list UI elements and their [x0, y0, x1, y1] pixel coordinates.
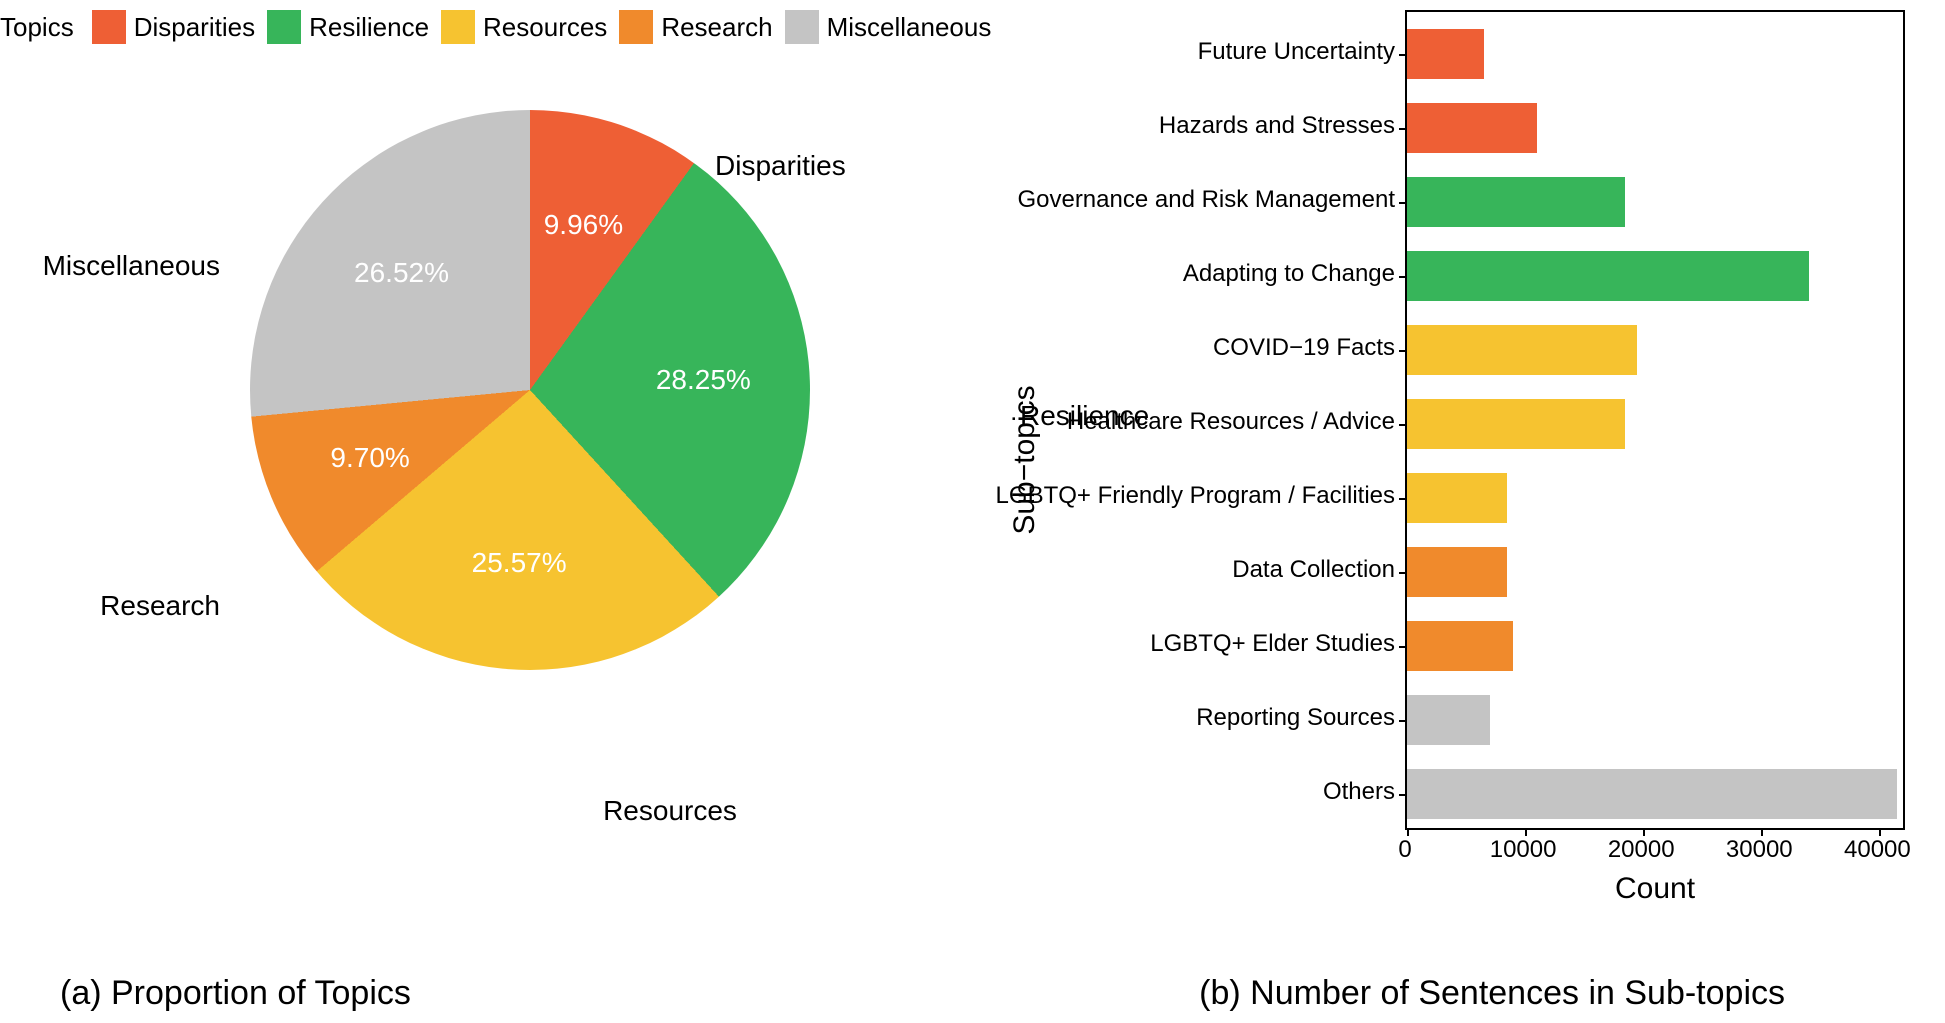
bar-xtick — [1525, 828, 1527, 836]
legend-label: Research — [661, 12, 772, 43]
legend-swatch — [267, 10, 301, 44]
bar-category-label: LGBTQ+ Friendly Program / Facilities — [996, 482, 1395, 510]
pie-slice-label: Research — [100, 590, 220, 622]
legend-swatch — [785, 10, 819, 44]
bar-rect — [1407, 695, 1490, 745]
bar-ytick — [1399, 794, 1407, 796]
bar-category-label: Future Uncertainty — [1198, 38, 1395, 66]
pie-slice-label: Disparities — [715, 150, 846, 182]
legend: Topics Disparities Resilience Resources Res… — [0, 10, 991, 44]
legend-label: Miscellaneous — [827, 12, 992, 43]
bar-ytick — [1399, 720, 1407, 722]
bar-rect — [1407, 177, 1625, 227]
legend-title: Topics — [0, 12, 74, 43]
bar-ytick — [1399, 276, 1407, 278]
pie-slice-pct: 9.96% — [544, 209, 623, 241]
bar-rect — [1407, 325, 1637, 375]
bar-ytick — [1399, 572, 1407, 574]
bar-rect — [1407, 769, 1897, 819]
bar-category-label: COVID−19 Facts — [1213, 334, 1395, 362]
bar-ytick — [1399, 646, 1407, 648]
bar-rect — [1407, 473, 1507, 523]
pie-slice-pct: 28.25% — [656, 364, 751, 396]
legend-item: Disparities — [92, 10, 255, 44]
bar-category-label: Others — [1323, 778, 1395, 806]
bar-category-label: LGBTQ+ Elder Studies — [1150, 630, 1395, 658]
bar-ylabel: Sub−topics — [1008, 385, 1042, 534]
bar-xtick-label: 20000 — [1608, 836, 1675, 864]
legend-label: Resilience — [309, 12, 429, 43]
pie-slice-pct: 9.70% — [330, 442, 409, 474]
bar-ytick — [1399, 128, 1407, 130]
bar-panel: Sub−topics Count 010000200003000040000Fu… — [1035, 10, 1925, 910]
bar-rect — [1407, 547, 1507, 597]
bar-category-label: Governance and Risk Management — [1017, 186, 1395, 214]
bar-category-label: Hazards and Stresses — [1159, 112, 1395, 140]
bar-xtick — [1761, 828, 1763, 836]
legend-swatch — [619, 10, 653, 44]
legend-label: Disparities — [134, 12, 255, 43]
bar-ytick — [1399, 54, 1407, 56]
bar-rect — [1407, 621, 1513, 671]
pie-wrap: 9.96%28.25%25.57%9.70%26.52%DisparitiesR… — [250, 110, 810, 670]
bar-xtick-label: 0 — [1398, 836, 1411, 864]
legend-swatch — [92, 10, 126, 44]
bar-xtick-label: 10000 — [1490, 836, 1557, 864]
caption-b: (b) Number of Sentences in Sub-topics — [1199, 974, 1785, 1013]
legend-item: Resources — [441, 10, 607, 44]
bar-ytick — [1399, 350, 1407, 352]
legend-swatch — [441, 10, 475, 44]
bar-plot-area — [1405, 10, 1905, 830]
bar-category-label: Reporting Sources — [1196, 704, 1395, 732]
pie-slice-label: Miscellaneous — [43, 250, 220, 282]
pie-slice-label: Resources — [603, 795, 737, 827]
bar-xtick — [1879, 828, 1881, 836]
bar-ytick — [1399, 424, 1407, 426]
legend-item: Miscellaneous — [785, 10, 992, 44]
bar-xtick-label: 30000 — [1726, 836, 1793, 864]
bar-ytick — [1399, 498, 1407, 500]
bar-xtick — [1407, 828, 1409, 836]
legend-label: Resources — [483, 12, 607, 43]
bar-category-label: Data Collection — [1232, 556, 1395, 584]
pie-slice-pct: 26.52% — [354, 257, 449, 289]
bar-rect — [1407, 29, 1484, 79]
bar-rect — [1407, 251, 1809, 301]
caption-a: (a) Proportion of Topics — [60, 974, 411, 1013]
bar-rect — [1407, 103, 1537, 153]
bar-xtick — [1643, 828, 1645, 836]
bar-category-label: Adapting to Change — [1183, 260, 1395, 288]
legend-item: Research — [619, 10, 772, 44]
figure-root: Topics Disparities Resilience Resources Res… — [0, 0, 1945, 1023]
bar-rect — [1407, 399, 1625, 449]
pie-slice-pct: 25.57% — [472, 547, 567, 579]
pie-panel: 9.96% 28.25% 25.57% 9.70% 26.52% Disparities R… — [40, 60, 960, 940]
bar-category-label: Healthcare Resources / Advice — [1067, 408, 1395, 436]
bar-xlabel: Count — [1405, 872, 1905, 906]
bar-xtick-label: 40000 — [1844, 836, 1911, 864]
bar-ytick — [1399, 202, 1407, 204]
legend-item: Resilience — [267, 10, 429, 44]
